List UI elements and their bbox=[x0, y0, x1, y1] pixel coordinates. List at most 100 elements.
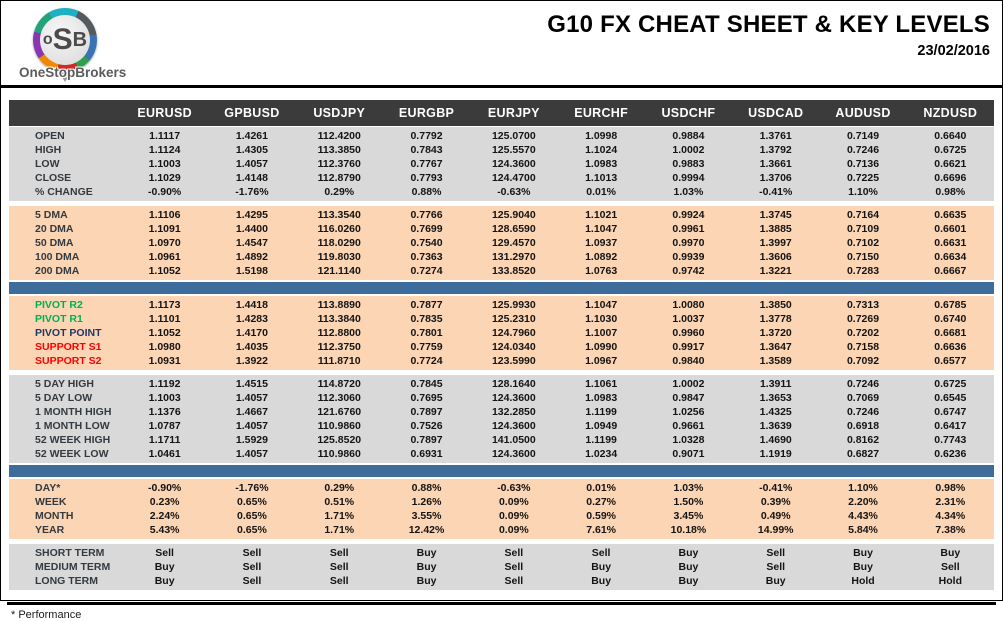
data-cell: 0.59% bbox=[586, 510, 617, 522]
data-cell: 0.7164 bbox=[846, 209, 880, 221]
row-label: SUPPORT S2 bbox=[35, 355, 102, 367]
row-label: WEEK bbox=[35, 496, 67, 508]
section-ranges: 5 DAY HIGH 1.1192 1.4515 114.8720 0.7845 128.… bbox=[9, 375, 994, 463]
row-label: 52 WEEK HIGH bbox=[35, 434, 111, 446]
section-ohlc: OPEN 1.1117 1.4261 112.4200 0.7792 125.0700 1.… bbox=[9, 127, 994, 201]
data-cell: 0.6634 bbox=[934, 251, 967, 263]
data-cell: 112.3750 bbox=[317, 341, 361, 353]
data-cell: 0.7540 bbox=[410, 237, 443, 249]
data-cell: 0.65% bbox=[237, 510, 267, 522]
data-cell: 1.1711 bbox=[148, 434, 181, 446]
data-cell: 1.0787 bbox=[148, 420, 181, 432]
row-label: 5 DAY LOW bbox=[35, 392, 93, 404]
data-cell: Sell bbox=[940, 561, 960, 573]
footnote: * Performance bbox=[11, 609, 82, 621]
data-cell: 0.6640 bbox=[934, 130, 967, 142]
data-cell: 1.3706 bbox=[759, 172, 792, 184]
data-cell: 1.4515 bbox=[235, 378, 268, 390]
table-row: SHORT TERM Sell Sell Sell Buy Sell Sell Buy Sell… bbox=[9, 546, 994, 560]
data-cell: 2.31% bbox=[935, 496, 966, 508]
data-cell: 1.3778 bbox=[759, 313, 792, 325]
section-signals: SHORT TERM Sell Sell Sell Buy Sell Sell Buy Sell… bbox=[9, 544, 994, 590]
data-cell: 1.0461 bbox=[148, 448, 181, 460]
data-cell: 14.99% bbox=[757, 524, 794, 536]
data-cell: Buy bbox=[416, 561, 437, 573]
data-cell: Sell bbox=[329, 575, 349, 587]
data-cell: 0.6725 bbox=[934, 144, 967, 156]
data-cell: 0.9961 bbox=[672, 223, 705, 235]
data-cell: 1.3885 bbox=[759, 223, 792, 235]
title-block: G10 FX CHEAT SHEET & KEY LEVELS 23/02/20… bbox=[547, 7, 990, 85]
header-rule bbox=[1, 85, 1002, 88]
data-cell: 1.3653 bbox=[759, 392, 792, 404]
data-cell: 0.7269 bbox=[846, 313, 880, 325]
table-row: PIVOT POINT 1.1052 1.4170 112.8800 0.7801 124… bbox=[9, 326, 994, 340]
table-row: MONTH 2.24% 0.65% 1.71% 3.55% 0.09% 0.59% 3.45%… bbox=[9, 509, 994, 523]
column-header: USDJPY bbox=[313, 106, 366, 120]
data-cell: 129.4570 bbox=[491, 237, 536, 249]
data-cell: Buy bbox=[940, 547, 961, 559]
data-cell: 0.39% bbox=[760, 496, 791, 508]
data-cell: 0.01% bbox=[586, 482, 617, 494]
section-divider bbox=[9, 465, 994, 477]
data-cell: Buy bbox=[765, 575, 786, 587]
data-cell: Buy bbox=[591, 575, 612, 587]
data-cell: -1.76% bbox=[235, 482, 269, 494]
data-cell: 0.7092 bbox=[846, 355, 880, 367]
data-cell: 0.7313 bbox=[846, 299, 880, 311]
column-header: EURJPY bbox=[487, 106, 540, 120]
data-cell: 1.0983 bbox=[585, 158, 618, 170]
data-cell: 111.8710 bbox=[317, 355, 361, 367]
table-row: HIGH 1.1124 1.4305 113.3850 0.7843 125.5570 1.… bbox=[9, 143, 994, 157]
data-cell: Sell bbox=[242, 575, 262, 587]
data-cell: -0.90% bbox=[148, 482, 182, 494]
data-cell: 1.4261 bbox=[235, 130, 268, 142]
data-cell: 1.3221 bbox=[759, 265, 792, 277]
data-cell: 124.7960 bbox=[491, 327, 536, 339]
data-cell: 1.4148 bbox=[235, 172, 268, 184]
data-cell: 132.2850 bbox=[491, 406, 536, 418]
data-cell: 1.71% bbox=[324, 510, 355, 522]
data-cell: 1.1101 bbox=[148, 313, 181, 325]
table-row: 200 DMA 1.1052 1.5198 121.1140 0.7274 133.852… bbox=[9, 264, 994, 278]
data-cell: 112.8800 bbox=[317, 327, 361, 339]
data-cell: 5.84% bbox=[848, 524, 878, 536]
logo-letter-o: o bbox=[42, 31, 53, 48]
logo-letter-b: B bbox=[72, 29, 88, 51]
table-row: 20 DMA 1.1091 1.4400 116.0260 0.7699 128.6590… bbox=[9, 222, 994, 236]
data-cell: 0.7246 bbox=[846, 378, 880, 390]
data-cell: 3.55% bbox=[411, 510, 442, 522]
data-cell: 0.7845 bbox=[410, 378, 443, 390]
data-cell: 0.98% bbox=[935, 186, 966, 198]
data-cell: 1.03% bbox=[673, 186, 704, 198]
data-cell: 124.3600 bbox=[491, 158, 536, 170]
data-cell: 0.9884 bbox=[672, 130, 705, 142]
brand-name: OneStopBrokers bbox=[19, 65, 127, 80]
data-cell: 1.0990 bbox=[585, 341, 618, 353]
row-label: MONTH bbox=[35, 510, 74, 522]
table-row: WEEK 0.23% 0.65% 0.51% 1.26% 0.09% 0.27% 1.50% 0… bbox=[9, 495, 994, 509]
data-cell: 0.7274 bbox=[410, 265, 443, 277]
column-header: EURGBP bbox=[398, 106, 455, 120]
data-cell: Sell bbox=[155, 547, 174, 559]
data-cell: 112.3760 bbox=[317, 158, 361, 170]
column-header: USDCAD bbox=[748, 106, 804, 120]
data-cell: 7.61% bbox=[586, 524, 617, 536]
data-cell: 5.43% bbox=[149, 524, 180, 536]
row-label: MEDIUM TERM bbox=[35, 561, 111, 573]
data-cell: 0.88% bbox=[411, 186, 442, 198]
data-cell: 0.27% bbox=[586, 496, 617, 508]
data-cell: 0.9883 bbox=[672, 158, 705, 170]
data-cell: Sell bbox=[242, 561, 262, 573]
data-cell: 0.9847 bbox=[672, 392, 705, 404]
data-cell: 125.9930 bbox=[491, 299, 536, 311]
data-cell: 1.1199 bbox=[585, 434, 617, 446]
data-cell: 0.98% bbox=[935, 482, 966, 494]
data-cell: 0.7767 bbox=[410, 158, 443, 170]
data-cell: 1.1061 bbox=[585, 378, 618, 390]
data-cell: 0.9970 bbox=[672, 237, 705, 249]
data-cell: 1.71% bbox=[324, 524, 355, 536]
data-cell: 1.1003 bbox=[148, 158, 181, 170]
table-row: 5 DAY HIGH 1.1192 1.4515 114.8720 0.7845 128.… bbox=[9, 377, 994, 391]
data-cell: 1.3911 bbox=[759, 378, 792, 390]
